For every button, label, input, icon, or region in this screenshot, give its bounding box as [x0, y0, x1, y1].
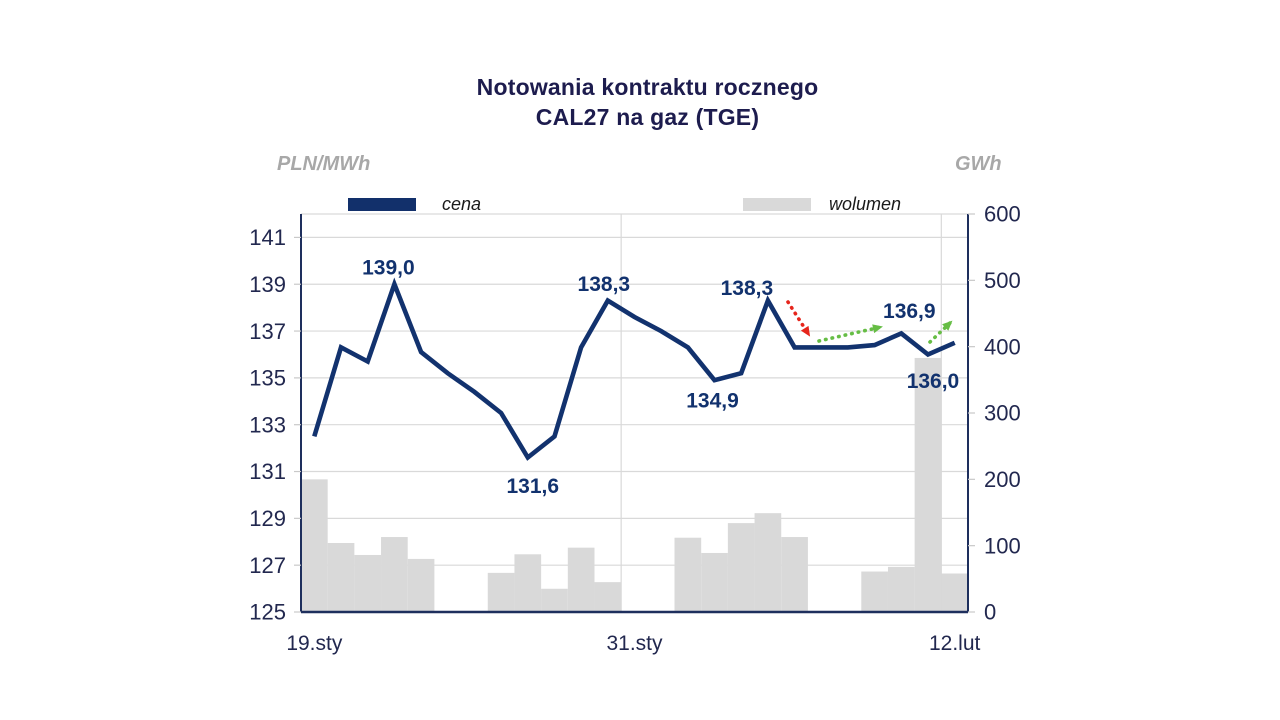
volume-bar	[327, 543, 355, 612]
chart-title-line1: Notowania kontraktu rocznego	[476, 74, 819, 100]
right-axis-tick-label: 100	[984, 533, 1021, 558]
price-point-label: 136,9	[883, 300, 936, 323]
left-axis-tick-label: 127	[249, 553, 286, 578]
right-axis-tick-label: 0	[984, 600, 996, 625]
volume-bar	[541, 588, 568, 612]
volume-bar	[301, 479, 328, 612]
right-axis-tick-label: 600	[984, 202, 1021, 227]
price-point-label: 136,0	[907, 370, 960, 393]
legend-swatch-wolumen	[743, 198, 811, 211]
x-axis-tick-label: 31.sty	[606, 632, 663, 655]
trend-up-arrow-long	[817, 324, 883, 343]
volume-bar	[594, 582, 622, 612]
volume-bar	[727, 523, 755, 612]
legend-label-wolumen: wolumen	[829, 194, 902, 214]
price-line	[312, 277, 956, 461]
right-axis-tick-label: 200	[984, 467, 1021, 492]
volume-bar	[407, 558, 435, 612]
volume-bar	[381, 537, 408, 612]
right-axis-tick-label: 400	[984, 334, 1021, 359]
x-axis-tick-label: 19.sty	[286, 632, 343, 655]
price-point-label: 138,3	[721, 277, 774, 300]
left-axis-tick-label: 139	[249, 272, 286, 297]
volume-bar	[567, 547, 595, 612]
trend-up-arrow-short	[928, 320, 953, 344]
legend-swatch-cena	[348, 198, 416, 211]
volume-bar	[861, 571, 888, 612]
price-point-label: 131,6	[506, 475, 559, 498]
volume-bar	[354, 554, 382, 612]
volume-bar	[914, 357, 942, 612]
volume-bar	[887, 566, 915, 612]
volume-bar	[674, 537, 702, 612]
price-point-label: 138,3	[578, 273, 631, 296]
left-axis-unit-label: PLN/MWh	[277, 153, 371, 175]
left-axis-tick-label: 125	[249, 600, 286, 625]
left-axis-tick-label: 135	[249, 366, 286, 391]
left-axis-tick-label: 131	[249, 459, 286, 484]
left-axis-tick-label: 141	[249, 225, 286, 250]
left-axis-tick-label: 133	[249, 412, 286, 437]
chart-title-line2: CAL27 na gaz (TGE)	[535, 104, 760, 130]
x-axis-tick-label: 12.lut	[929, 632, 981, 655]
price-point-label: 139,0	[362, 257, 415, 280]
volume-bar	[781, 537, 808, 612]
chart-title: Notowania kontraktu rocznego CAL27 na ga…	[0, 72, 1280, 132]
volume-bar	[487, 572, 515, 612]
price-point-label: 134,9	[686, 390, 739, 413]
legend-label-cena: cena	[442, 194, 482, 214]
left-axis-tick-label: 129	[249, 506, 286, 531]
right-axis-tick-label: 500	[984, 268, 1021, 293]
volume-bar	[514, 554, 542, 612]
left-axis-tick-label: 137	[249, 319, 286, 344]
volume-bar	[754, 513, 782, 612]
right-axis-tick-label: 300	[984, 401, 1021, 426]
volume-bar	[701, 552, 728, 612]
volume-bar	[941, 573, 968, 612]
price-drop-arrow	[786, 300, 811, 337]
right-axis-unit-label: GWh	[955, 153, 1002, 175]
